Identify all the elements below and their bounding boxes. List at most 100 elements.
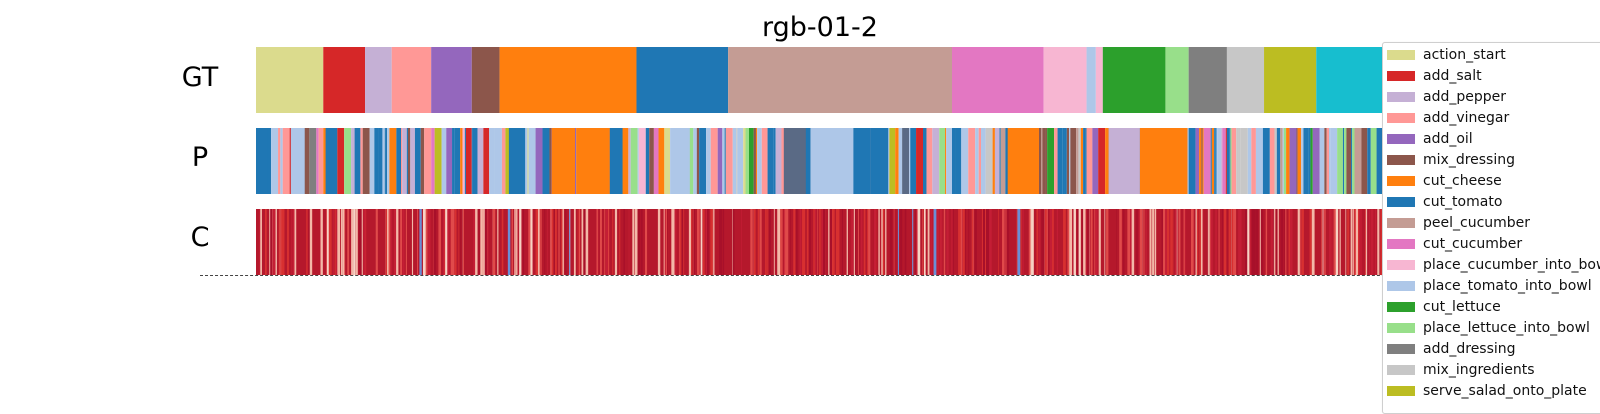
prediction-segment: [961, 128, 969, 194]
confidence-mark: [1174, 209, 1177, 275]
confidence-mark: [665, 209, 666, 275]
prediction-segment: [528, 128, 536, 194]
confidence-mark: [1273, 209, 1276, 275]
confidence-mark: [672, 209, 676, 275]
confidence-mark: [1348, 209, 1350, 275]
prediction-segment: [1215, 128, 1217, 194]
prediction-segment: [454, 128, 461, 194]
legend-swatch: [1387, 281, 1415, 291]
confidence-mark: [1170, 209, 1173, 275]
confidence-mark: [1090, 209, 1093, 275]
confidence-mark: [400, 209, 403, 275]
legend-label: cut_lettuce: [1423, 299, 1501, 315]
confidence-mark: [1207, 209, 1210, 275]
confidence-mark: [1297, 209, 1300, 275]
prediction-segment: [325, 128, 338, 194]
legend-item: add_pepper: [1383, 87, 1600, 108]
prediction-segment: [1222, 128, 1226, 194]
confidence-mark: [1244, 209, 1248, 275]
prediction-segment: [389, 128, 397, 194]
confidence-mark: [451, 209, 455, 275]
prediction-segment: [1310, 128, 1313, 194]
gt-segment: [323, 47, 366, 113]
confidence-mark: [1178, 209, 1181, 275]
prediction-segment: [994, 128, 1000, 194]
legend-swatch: [1387, 344, 1415, 354]
prediction-segment: [722, 128, 725, 194]
confidence-mark: [829, 209, 832, 275]
prediction-segment: [302, 128, 310, 194]
prediction-segment: [743, 128, 746, 194]
confidence-mark: [805, 209, 807, 275]
confidence-mark: [933, 209, 937, 275]
legend-label: mix_dressing: [1423, 152, 1515, 168]
prediction-segment: [1054, 128, 1058, 194]
prediction-segment: [1286, 128, 1290, 194]
confidence-mark: [1092, 209, 1093, 275]
confidence-mark: [1196, 209, 1199, 275]
confidence-mark: [841, 209, 843, 275]
prediction-segment: [434, 128, 442, 194]
confidence-mark: [912, 209, 914, 275]
prediction-segment: [424, 128, 432, 194]
confidence-mark: [972, 209, 973, 275]
confidence-mark: [1323, 209, 1326, 275]
row-label-c: C: [190, 222, 210, 253]
confidence-mark: [535, 209, 538, 275]
confidence-mark: [984, 209, 987, 275]
prediction-segment: [1351, 128, 1353, 194]
prediction-segment: [1276, 128, 1281, 194]
legend-swatch: [1387, 218, 1415, 228]
confidence-mark: [619, 209, 621, 275]
confidence-mark: [1077, 209, 1079, 275]
legend-item: add_salt: [1383, 66, 1600, 87]
prediction-segment: [309, 128, 317, 194]
prediction-segment: [773, 128, 776, 194]
prediction-segment: [441, 128, 447, 194]
confidence-mark: [351, 209, 354, 275]
prediction-segment: [1066, 128, 1070, 194]
confidence-mark: [279, 209, 280, 275]
confidence-mark: [1285, 209, 1287, 275]
prediction-segment: [638, 128, 646, 194]
confidence-mark: [857, 209, 859, 275]
confidence-mark: [693, 209, 695, 275]
prediction-segment: [923, 128, 927, 194]
prediction-segment: [1229, 128, 1231, 194]
confidence-mark: [664, 209, 668, 275]
confidence-mark: [721, 209, 723, 275]
confidence-mark: [1149, 209, 1152, 275]
prediction-segment: [1057, 128, 1063, 194]
gt-segment: [1165, 47, 1189, 113]
confidence-mark: [519, 209, 522, 275]
confidence-mark: [679, 209, 683, 275]
confidence-mark: [1352, 209, 1354, 275]
confidence-mark: [937, 209, 940, 275]
prediction-segment: [1199, 128, 1202, 194]
confidence-mark: [1377, 209, 1380, 275]
confidence-mark: [605, 209, 608, 275]
confidence-mark: [1195, 209, 1197, 275]
confidence-mark: [819, 209, 821, 275]
gt-segment: [636, 47, 729, 113]
prediction-segment: [1319, 128, 1325, 194]
confidence-mark: [385, 209, 388, 275]
confidence-mark: [951, 209, 953, 275]
prediction-segment: [549, 128, 552, 194]
confidence-mark: [832, 209, 835, 275]
confidence-mark: [1004, 209, 1007, 275]
confidence-mark: [785, 209, 789, 275]
prediction-segment: [909, 128, 911, 194]
confidence-mark: [1161, 209, 1163, 275]
confidence-mark: [940, 209, 943, 275]
confidence-mark: [759, 209, 762, 275]
confidence-mark: [963, 209, 965, 275]
prediction-segment: [783, 128, 806, 194]
confidence-mark: [881, 209, 883, 275]
prediction-segment: [406, 128, 408, 194]
confidence-mark: [1104, 209, 1106, 275]
confidence-mark: [1200, 209, 1203, 275]
confidence-mark: [272, 209, 276, 275]
prediction-segment: [706, 128, 711, 194]
confidence-mark: [741, 209, 742, 275]
